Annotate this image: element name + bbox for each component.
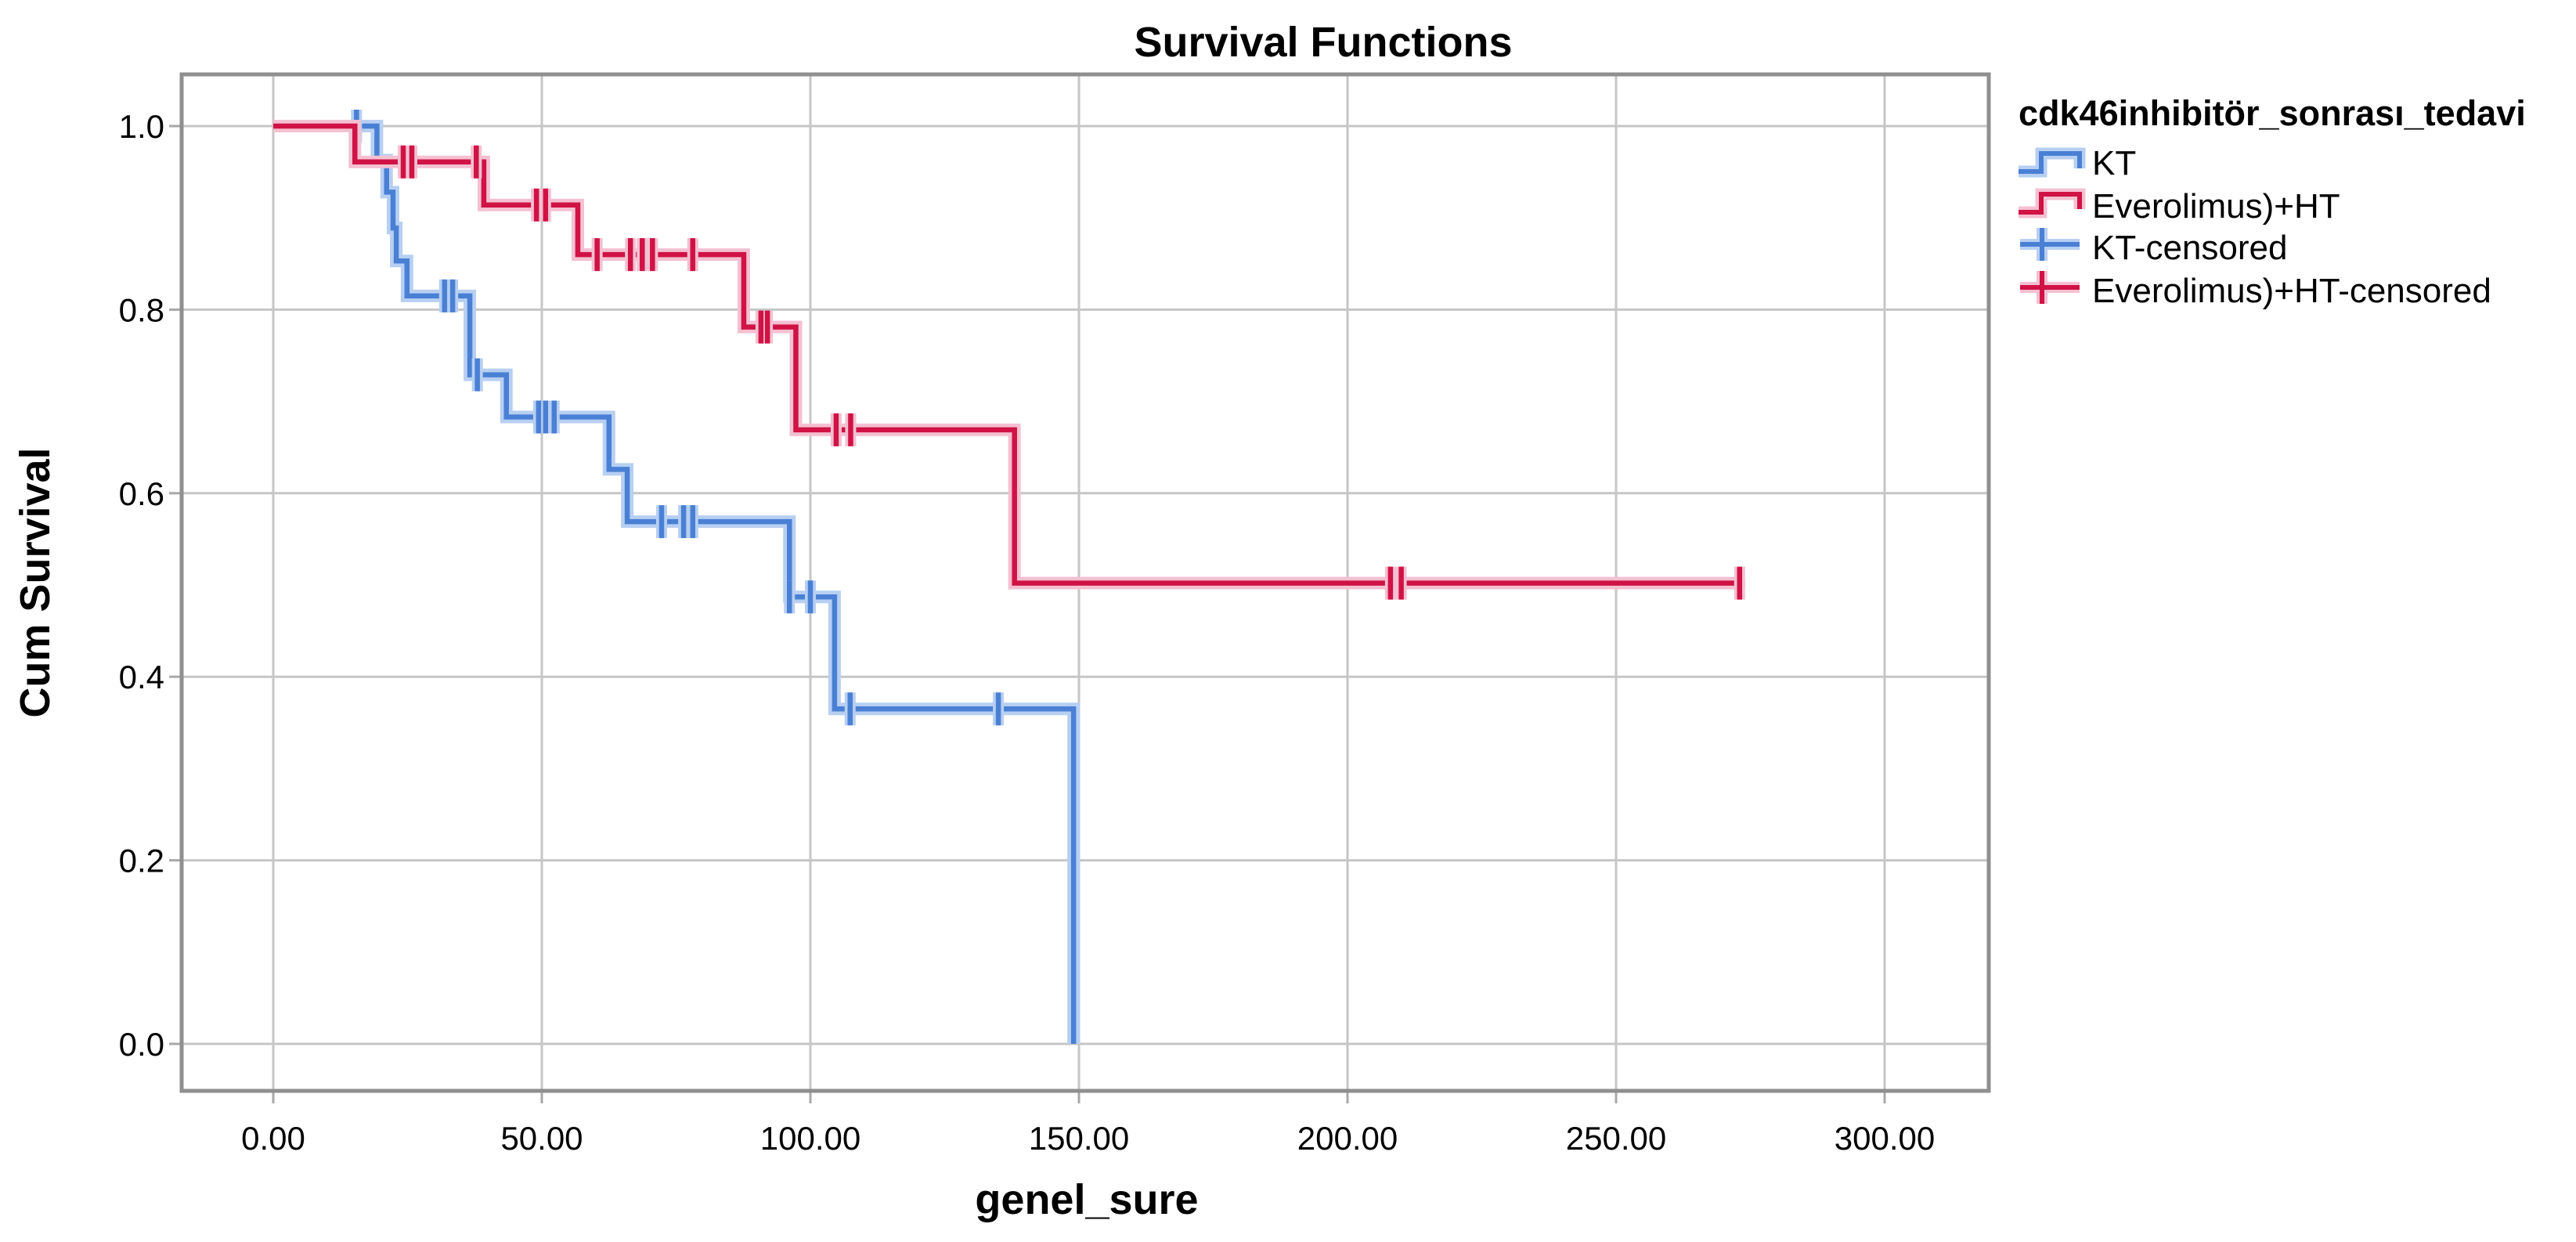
legend-label-evero-censored: Everolimus)+HT-censored [2092,272,2491,310]
x-tick-label: 250.00 [1566,1120,1666,1157]
survival-curve-halo-KT [273,120,1081,1044]
legend-label-kt-censored: KT-censored [2092,229,2287,267]
censor-marks-halo-Everolimus)+HT [398,145,1745,600]
censor-marks-halo-KT [351,110,1005,726]
chart-title: Survival Functions [1134,19,1512,66]
censor-marks-Everolimus)+HT [400,145,1743,600]
plot-frame [179,72,1991,1093]
legend-evero-line-icon [2019,192,2082,215]
y-tick-label: 0.2 [119,843,164,879]
y-tick-label: 0.6 [119,475,164,512]
y-tick-label: 0.0 [119,1026,164,1063]
x-tick-label: 100.00 [760,1120,860,1157]
legend: cdk46inhibitör_sonrası_tedavi KT Everoli… [2019,93,2526,310]
x-tick-label: 0.00 [241,1120,305,1157]
y-axis-title: Cum Survival [12,447,59,717]
legend-label-kt: KT [2092,144,2136,182]
plot-area: 0.00 50.00 100.00 150.00 200.00 250.00 300.00 0… [119,72,1991,1157]
y-tick-label: 0.8 [119,291,164,328]
x-tick-label: 300.00 [1835,1120,1935,1157]
legend-evero-line-halo-icon [2019,188,2086,218]
censor-marks-KT [354,110,1001,726]
legend-evero-censored-plus-icon [2020,271,2080,304]
legend-kt-line-icon [2019,151,2082,174]
x-tick-label: 50.00 [500,1120,583,1157]
y-tick-label: 0.4 [119,659,164,695]
legend-kt-line-halo-icon [2019,147,2086,178]
survival-curve-Everolimus)+HT [273,123,1745,586]
y-tick-label: 1.0 [119,108,164,145]
x-tick-label: 200.00 [1297,1120,1398,1157]
survival-curve-halo-Everolimus)+HT [273,120,1745,590]
legend-label-evero: Everolimus)+HT [2092,187,2340,226]
x-axis-title: genel_sure [975,1176,1198,1223]
x-tick-label: 150.00 [1029,1120,1129,1157]
legend-kt-censored-plus-icon [2020,228,2080,261]
legend-title: cdk46inhibitör_sonrası_tedavi [2019,93,2526,133]
